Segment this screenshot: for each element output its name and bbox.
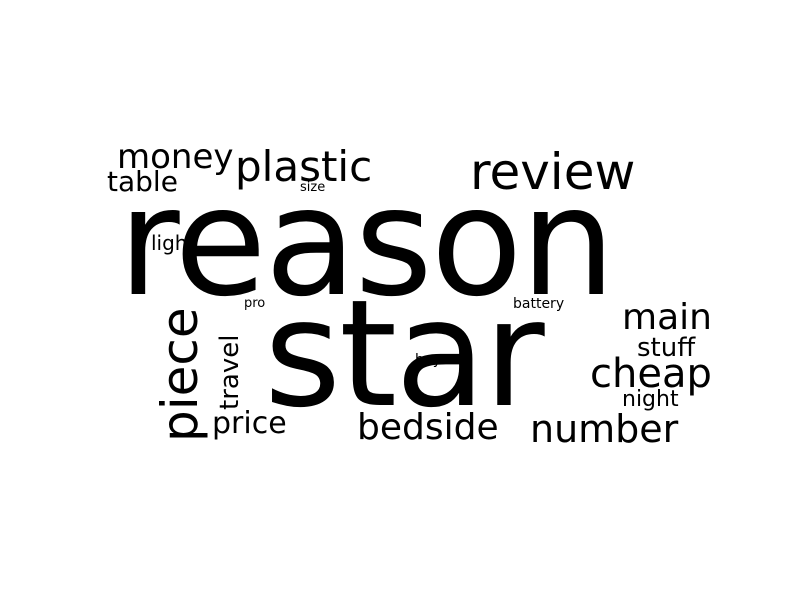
word-table: table [107,165,178,198]
word-bedside: bedside [357,407,499,448]
word-pro: pro [244,296,266,311]
word-review: review [470,143,636,201]
word-cheap: cheap [590,351,712,397]
word-travel: travel [215,334,245,410]
word-light: light [151,231,196,255]
word-size: size [300,180,326,195]
word-star: star [264,268,545,440]
word-battery: battery [513,296,565,312]
word-reason: reason [118,156,616,330]
word-night: night [622,387,679,412]
word-main: main [622,297,712,338]
word-money: money [117,137,234,177]
word-number: number [530,407,679,451]
word-stuff: stuff [637,333,696,363]
word-piece: piece [151,307,209,442]
word-plastic: plastic [235,142,373,191]
word-buy: buy [415,352,442,368]
word-price: price [212,406,287,441]
